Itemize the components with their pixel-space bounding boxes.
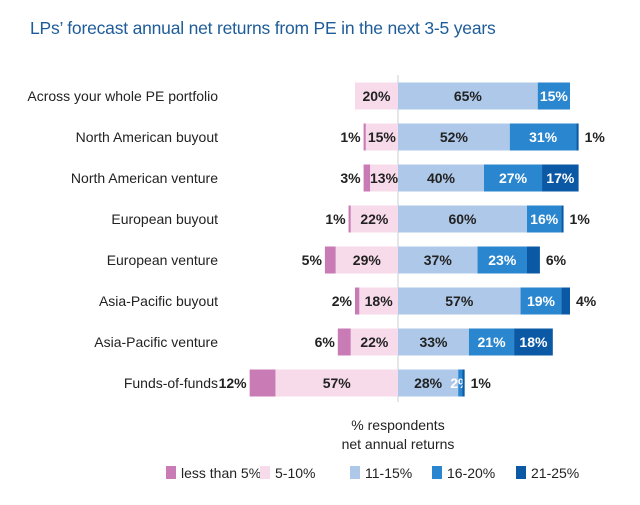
data-label: 13% — [370, 170, 399, 186]
category-label: Funds-of-funds — [124, 375, 218, 391]
data-label: 12% — [219, 375, 248, 391]
data-label: 15% — [368, 129, 397, 145]
legend-label: 11-15% — [365, 465, 412, 481]
legend-swatch — [260, 466, 270, 479]
bar-segment — [324, 246, 336, 274]
bar-segment — [527, 246, 540, 274]
category-label: European buyout — [111, 211, 218, 227]
legend-swatch — [516, 466, 526, 479]
data-label: 1% — [325, 211, 346, 227]
legend-label: less than 5% — [181, 465, 261, 481]
bar-segment — [477, 246, 527, 274]
bar-segment — [365, 123, 398, 151]
data-label: 15% — [540, 88, 569, 104]
data-label: 57% — [445, 293, 474, 309]
bar-segment — [275, 369, 398, 397]
bar-segment — [370, 164, 398, 192]
data-label: 5% — [302, 252, 323, 268]
bar-segment — [398, 205, 527, 233]
bar-segment — [363, 164, 371, 192]
data-label: 4% — [576, 293, 597, 309]
bar-segment — [355, 82, 398, 110]
data-label: 40% — [427, 170, 456, 186]
data-label: 3% — [340, 170, 361, 186]
legend-label: 5-10% — [275, 465, 315, 481]
data-label: 1% — [340, 129, 361, 145]
category-label: Across your whole PE portfolio — [27, 88, 218, 104]
data-label: 37% — [424, 252, 453, 268]
bar-segment — [514, 328, 553, 356]
data-label: 6% — [315, 334, 336, 350]
bar-segment — [398, 82, 538, 110]
bar-segment — [398, 246, 478, 274]
x-axis-label: net annual returns — [342, 436, 455, 452]
legend-label: 16-20% — [447, 465, 495, 481]
data-label: 23% — [488, 252, 517, 268]
data-label: 2% — [332, 293, 353, 309]
bar-segment — [468, 328, 515, 356]
data-label: 65% — [454, 88, 483, 104]
data-label: 18% — [365, 293, 394, 309]
data-label: 21% — [478, 334, 507, 350]
bar-segment — [398, 164, 484, 192]
bar-segment — [458, 369, 463, 397]
data-label: 1% — [585, 129, 606, 145]
data-label: 29% — [353, 252, 382, 268]
bar-segment — [335, 246, 398, 274]
bar-segment — [398, 287, 521, 315]
bar-segment — [509, 123, 577, 151]
legend-swatch — [432, 466, 442, 479]
data-label: 52% — [440, 129, 469, 145]
bar-segment — [363, 123, 366, 151]
data-label: 27% — [499, 170, 528, 186]
data-label: 18% — [519, 334, 548, 350]
bar-segment — [359, 287, 398, 315]
category-label: North American venture — [71, 170, 218, 186]
bar-segment — [249, 369, 276, 397]
bar-segment — [527, 205, 562, 233]
bar-segment — [398, 328, 469, 356]
legend-swatch — [350, 466, 360, 479]
data-label: 17% — [546, 170, 575, 186]
data-label: 28% — [414, 375, 443, 391]
bar-segment — [576, 123, 579, 151]
data-label: 16% — [530, 211, 559, 227]
category-label: Asia-Pacific buyout — [99, 293, 218, 309]
data-label: 22% — [360, 211, 389, 227]
bar-segment — [355, 287, 360, 315]
category-label: European venture — [107, 252, 219, 268]
bar-segment — [398, 123, 510, 151]
bar-segment — [484, 164, 543, 192]
legend-swatch — [166, 466, 176, 479]
data-label: 1% — [471, 375, 492, 391]
data-label: 60% — [448, 211, 477, 227]
bar-segment — [348, 205, 351, 233]
data-label: 57% — [323, 375, 352, 391]
data-label: 2% — [450, 375, 471, 391]
bar-segment — [398, 369, 459, 397]
bar-segment — [561, 287, 570, 315]
chart-title: LPs’ forecast annual net returns from PE… — [30, 18, 496, 38]
legend-label: 21-25% — [531, 465, 579, 481]
bar-segment — [520, 287, 562, 315]
data-label: 19% — [527, 293, 556, 309]
bar-segment — [350, 328, 398, 356]
bar-segment — [537, 82, 570, 110]
bar-segment — [542, 164, 579, 192]
data-label: 20% — [362, 88, 391, 104]
data-label: 6% — [546, 252, 567, 268]
category-label: Asia-Pacific venture — [94, 334, 218, 350]
bar-segment — [350, 205, 398, 233]
data-label: 22% — [360, 334, 389, 350]
bar-segment — [337, 328, 351, 356]
bar-segment — [462, 369, 465, 397]
x-axis-label: % respondents — [351, 417, 444, 433]
data-label: 33% — [419, 334, 448, 350]
data-label: 31% — [529, 129, 558, 145]
category-label: North American buyout — [76, 129, 219, 145]
data-label: 1% — [570, 211, 591, 227]
bar-segment — [561, 205, 564, 233]
